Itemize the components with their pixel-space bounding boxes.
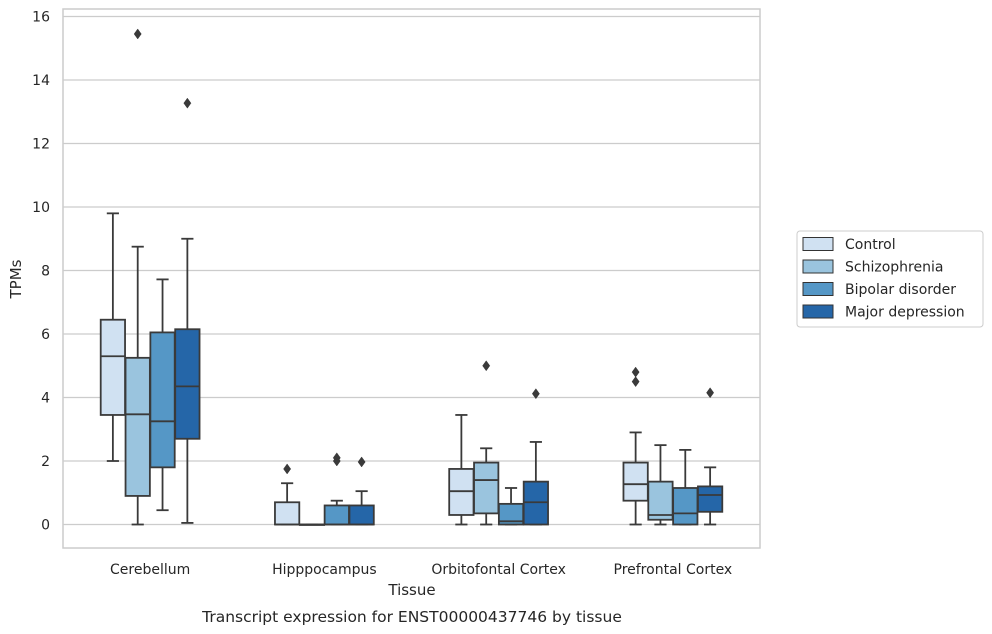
legend-swatch: [802, 282, 834, 296]
y-tick-label: 14: [32, 73, 50, 89]
box-0-0: [99, 212, 126, 462]
y-tick-labels: 0 2 4 6 8 10 12 14 16: [32, 10, 50, 534]
box-0-3: [622, 366, 649, 526]
legend-swatch: [802, 259, 834, 274]
box-iqr: [149, 331, 176, 469]
outlier-point: [133, 28, 142, 40]
x-tick-labels: Cerebellum Hipppocampus Orbitofontal Corte…: [110, 562, 732, 578]
plot-frame: [62, 8, 761, 549]
outlier-point: [332, 452, 341, 464]
legend-items: Control Schizophrenia Bipolar disorder Majo…: [802, 237, 965, 321]
outlier-point: [357, 456, 366, 468]
box-iqr: [473, 461, 500, 515]
y-axis-label: TPMs: [7, 259, 25, 299]
box-2-2: [497, 487, 525, 526]
legend-frame: [796, 230, 984, 328]
legend-label: Schizophrenia: [845, 260, 943, 276]
y-tick-label: 10: [32, 200, 50, 216]
chart-caption: Transcript expression for ENST0000043774…: [201, 608, 622, 626]
y-tick-label: 0: [41, 518, 50, 534]
box-1-1: [298, 523, 326, 526]
box-iqr: [323, 504, 350, 526]
box-0-1: [274, 463, 301, 526]
box-iqr: [672, 487, 699, 526]
box-layer: [99, 28, 724, 526]
box-2-3: [672, 448, 699, 526]
legend-swatch: [802, 237, 834, 251]
legend-label: Bipolar disorder: [845, 282, 956, 298]
x-tick-label: Cerebellum: [110, 562, 190, 578]
box-0-2: [448, 414, 475, 526]
y-tick-label: 4: [41, 391, 50, 407]
box-iqr: [174, 328, 201, 440]
box-1-2: [473, 360, 500, 526]
box-2-1: [323, 452, 350, 526]
box-1-3: [647, 444, 674, 526]
box-iqr: [697, 485, 724, 513]
box-iqr: [348, 504, 375, 526]
box-iqr: [647, 480, 674, 521]
legend: Control Schizophrenia Bipolar disorder Majo…: [796, 230, 984, 328]
x-tick-label: Orbitofontal Cortex: [431, 562, 566, 578]
outlier-point: [531, 388, 540, 400]
x-axis-label: Tissue: [387, 581, 435, 599]
box-3-1: [348, 456, 375, 526]
x-tick-label: Prefrontal Cortex: [614, 562, 733, 578]
y-tick-label: 12: [32, 137, 50, 153]
box-iqr: [622, 461, 649, 502]
box-iqr: [274, 501, 301, 526]
outlier-point: [482, 360, 491, 372]
outlier-point: [631, 376, 640, 388]
outlier-point: [183, 97, 192, 109]
y-tick-label: 8: [41, 264, 50, 280]
y-tick-label: 2: [41, 454, 50, 470]
box-3-2: [522, 388, 549, 526]
y-tick-label: 6: [41, 327, 50, 343]
legend-label: Control: [845, 237, 896, 253]
box-1-0: [124, 28, 151, 526]
outlier-point: [631, 366, 640, 378]
x-tick-label: Hipppocampus: [272, 562, 377, 578]
outlier-point: [283, 463, 292, 475]
box-2-0: [149, 278, 176, 512]
y-tick-label: 16: [32, 10, 50, 26]
legend-label: Major depression: [845, 305, 965, 321]
outlier-point: [706, 387, 715, 399]
box-iqr: [124, 356, 151, 497]
box-3-3: [697, 387, 724, 526]
box-iqr: [99, 318, 126, 416]
legend-swatch: [802, 304, 834, 319]
box-3-0: [174, 97, 201, 524]
